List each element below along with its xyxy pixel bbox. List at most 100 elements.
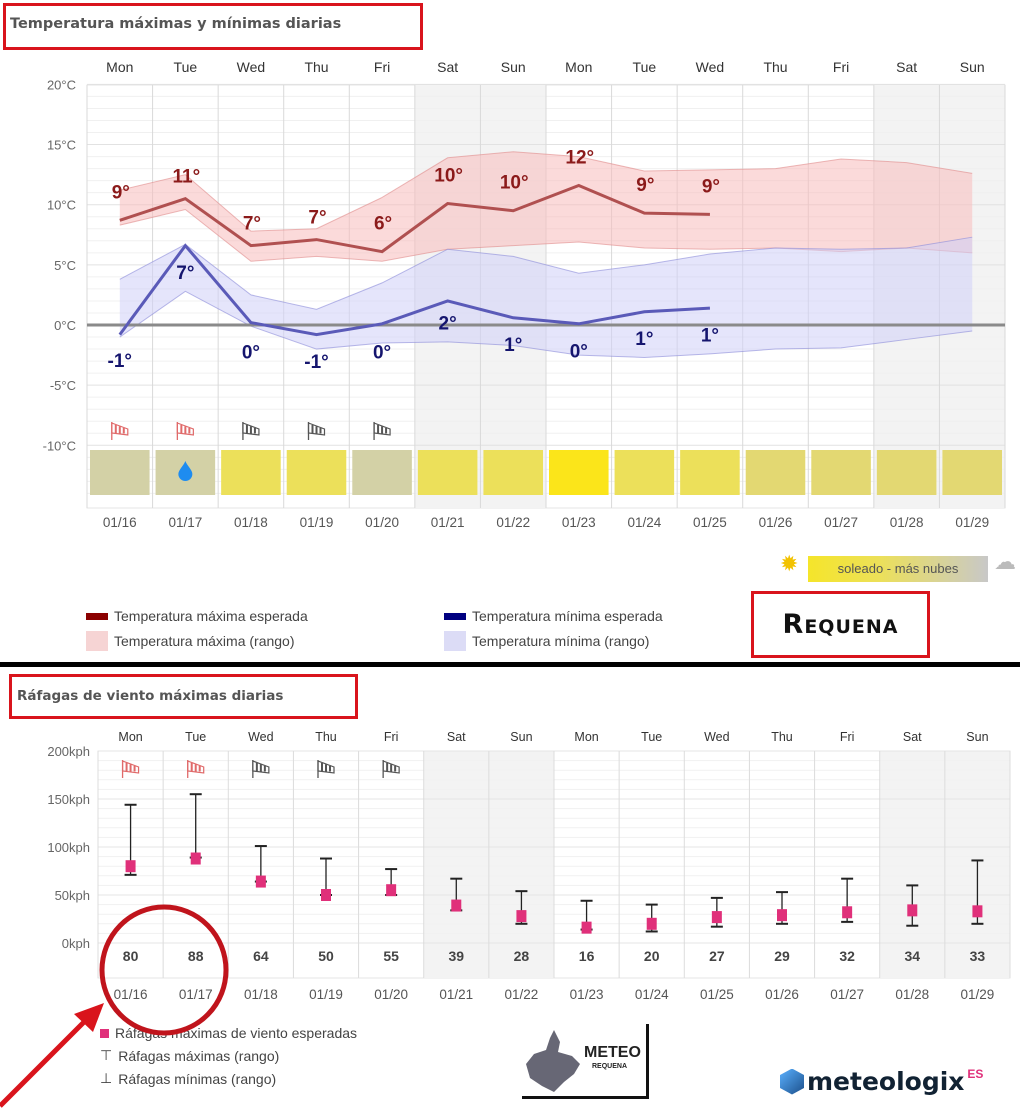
min-temp-label: 1° — [635, 329, 653, 350]
wind-value-label: 39 — [448, 948, 464, 964]
wind-icon — [111, 422, 129, 440]
min-temp-label: 1° — [701, 326, 719, 347]
sky-condition-box — [483, 450, 543, 495]
date-label: 01/21 — [439, 987, 473, 1002]
day-label: Sun — [966, 730, 988, 744]
date-label: 01/29 — [961, 987, 995, 1002]
legend-wind-expected[interactable]: Ráfagas máximas de viento esperadas — [100, 1025, 357, 1041]
date-label: 01/16 — [103, 515, 137, 530]
wind-value-label: 29 — [774, 948, 790, 964]
windsock — [242, 422, 260, 436]
temp-chart-title: Temperatura máximas y mínimas diarias — [10, 16, 342, 32]
date-label: 01/20 — [365, 515, 399, 530]
min-temp-label: 2° — [439, 314, 457, 335]
wind-title-annotation-box — [9, 674, 358, 719]
sky-condition-box — [549, 450, 609, 495]
sky-scale-bar: soleado - más nubes — [808, 556, 988, 582]
legend-max-expected[interactable]: Temperatura máxima esperada — [86, 608, 308, 624]
day-label: Wed — [248, 730, 274, 744]
windsock — [121, 760, 140, 774]
day-label: Mon — [565, 59, 592, 75]
max-temp-label: 6° — [374, 214, 392, 235]
wind-icon — [307, 422, 326, 440]
legend-min-range[interactable]: Temperatura mínima (rango) — [444, 631, 649, 651]
location-box: Requena — [751, 591, 930, 658]
wind-value-label: 32 — [839, 948, 855, 964]
day-label: Tue — [641, 730, 662, 744]
weekend-shade — [423, 751, 489, 978]
wind-gust-marker — [516, 910, 527, 923]
wind-icon — [252, 760, 270, 778]
windsock — [382, 760, 400, 774]
max-temp-label: 7° — [243, 214, 261, 235]
day-label: Thu — [771, 730, 793, 744]
max-range-band — [119, 151, 973, 262]
cloud-icon: ☁ — [994, 549, 1016, 574]
day-label: Tue — [185, 730, 206, 744]
min-temp-label: 1° — [504, 335, 522, 356]
wind-icon — [242, 422, 260, 440]
sky-condition-box — [614, 450, 675, 495]
y-tick-label: 200kph — [47, 744, 90, 759]
date-label: 01/22 — [505, 987, 539, 1002]
wind-gust-marker — [646, 917, 657, 930]
max-temp-label: 9° — [702, 176, 720, 197]
wind-value-label: 80 — [123, 948, 139, 964]
legend-wind-max-range[interactable]: ⊤ Ráfagas máximas (rango) — [100, 1047, 279, 1064]
wind-value-label: 88 — [188, 948, 204, 964]
sky-condition-box — [680, 450, 740, 495]
y-tick-label: 15°C — [47, 138, 76, 153]
wind-gust-marker — [190, 852, 201, 865]
day-label: Mon — [118, 730, 142, 744]
day-label: Thu — [315, 730, 337, 744]
max-range-band-upper — [119, 151, 973, 232]
wind-icon — [187, 760, 205, 778]
date-label: 01/21 — [431, 515, 465, 530]
y-tick-label: 0kph — [62, 936, 90, 951]
date-label: 01/20 — [374, 987, 408, 1002]
date-label: 01/27 — [824, 515, 858, 530]
date-label: 01/24 — [627, 515, 661, 530]
min-temp-label: 7° — [176, 263, 194, 284]
wind-icon — [317, 760, 335, 778]
max-line-swatch — [86, 612, 108, 620]
sky-condition-box — [417, 450, 478, 495]
day-label: Mon — [106, 59, 133, 75]
max-temp-label: 7° — [308, 208, 326, 229]
wind-gust-marker — [907, 904, 918, 917]
sun-icon: ✹ — [780, 551, 799, 576]
sky-condition-box — [942, 450, 1002, 495]
wind-icon — [176, 422, 194, 440]
day-label: Wed — [237, 59, 266, 75]
day-label: Fri — [833, 59, 849, 75]
weekend-shade — [879, 751, 945, 978]
y-tick-label: 5°C — [54, 258, 76, 273]
min-line-swatch — [444, 612, 466, 620]
day-label: Sat — [896, 59, 917, 75]
windsock — [111, 422, 129, 436]
date-label: 01/23 — [562, 515, 596, 530]
legend-min-expected[interactable]: Temperatura mínima esperada — [444, 608, 663, 624]
legend-wind-min-range[interactable]: ⊥ Ráfagas mínimas (rango) — [100, 1070, 276, 1087]
date-label: 01/19 — [309, 987, 343, 1002]
max-temp-label: 10° — [434, 165, 463, 186]
meteologix-country: ES — [967, 1067, 984, 1081]
max-band-swatch — [86, 631, 108, 651]
day-label: Sat — [437, 59, 458, 75]
day-label: Sun — [501, 59, 526, 75]
wind-gust-marker — [842, 906, 853, 919]
wind-value-label: 16 — [579, 948, 595, 964]
sky-condition-box — [286, 450, 347, 495]
day-label: Thu — [763, 59, 787, 75]
day-label: Wed — [696, 59, 725, 75]
date-label: 01/16 — [114, 987, 148, 1002]
sky-condition-box — [811, 450, 871, 495]
wind-value-label: 55 — [383, 948, 399, 964]
legend-label: Temperatura mínima esperada — [472, 608, 663, 624]
min-temp-label: 0° — [373, 342, 391, 363]
legend-max-range[interactable]: Temperatura máxima (rango) — [86, 631, 295, 651]
y-tick-label: 10°C — [47, 198, 76, 213]
y-tick-label: 150kph — [47, 792, 90, 807]
